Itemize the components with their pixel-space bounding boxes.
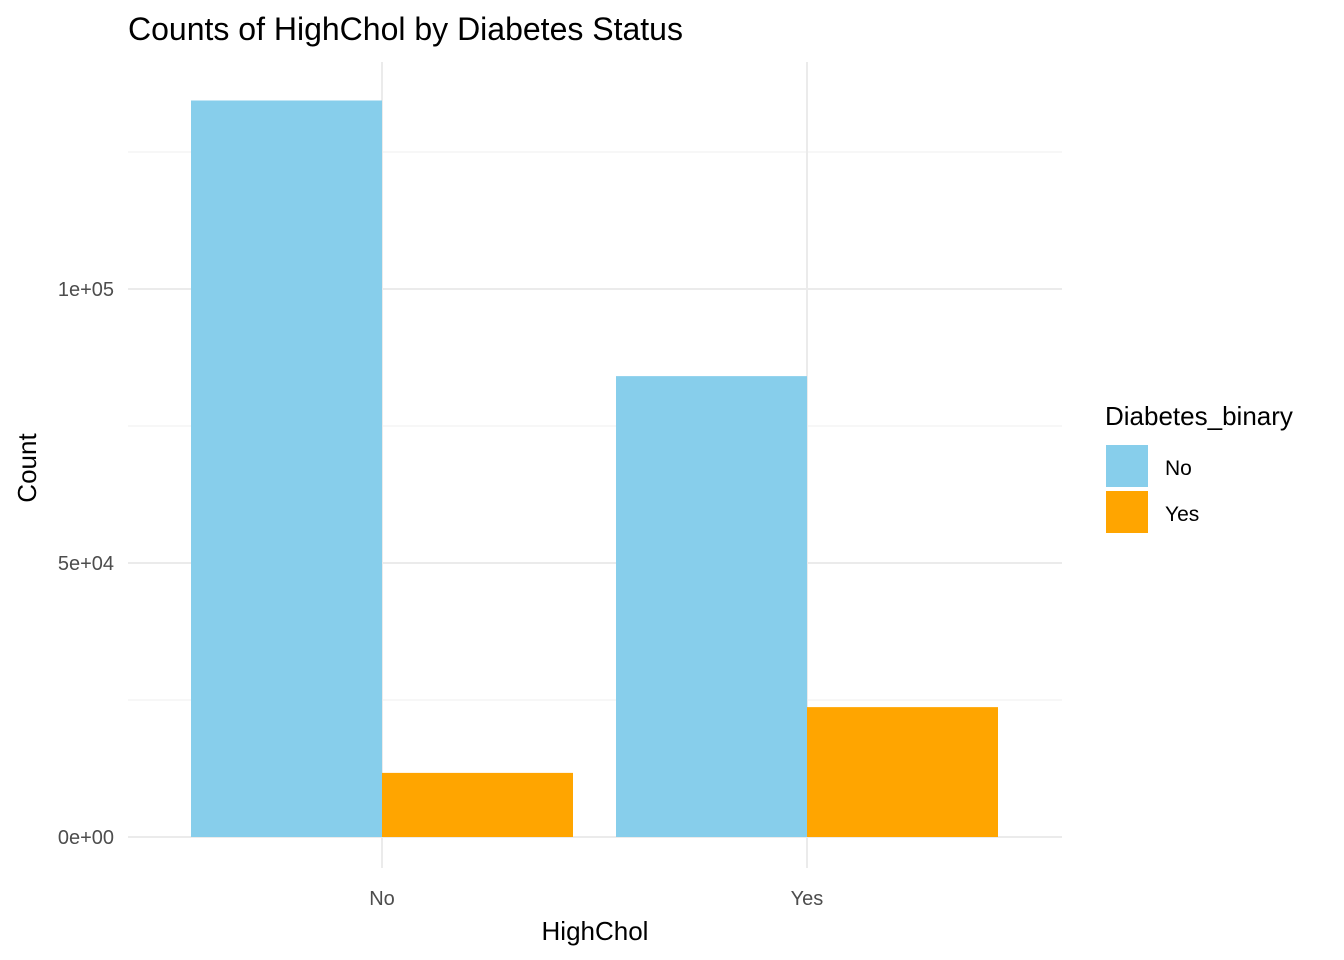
y-tick-label: 0e+00 — [58, 827, 114, 849]
legend-swatch-yes — [1106, 491, 1148, 533]
y-axis-title: Count — [12, 433, 42, 503]
legend: Diabetes_binary No Yes — [1105, 401, 1293, 533]
legend-swatch-no — [1106, 445, 1148, 487]
y-axis-ticks: 0e+00 5e+04 1e+05 — [58, 279, 114, 849]
x-tick-label: No — [369, 888, 395, 910]
x-tick-label: Yes — [791, 888, 824, 910]
x-axis-ticks: No Yes — [369, 888, 823, 910]
y-tick-label: 5e+04 — [58, 553, 114, 575]
bar-yes-no — [616, 376, 807, 837]
y-tick-label: 1e+05 — [58, 279, 114, 301]
bar-yes-yes — [807, 707, 998, 837]
chart-title: Counts of HighChol by Diabetes Status — [128, 11, 683, 47]
bar-no-no — [191, 100, 382, 838]
bars — [191, 100, 998, 838]
legend-title: Diabetes_binary — [1105, 401, 1293, 431]
bar-no-yes — [382, 772, 573, 837]
legend-label-yes: Yes — [1165, 503, 1199, 526]
x-axis-title: HighChol — [542, 916, 649, 946]
legend-label-no: No — [1165, 457, 1192, 480]
